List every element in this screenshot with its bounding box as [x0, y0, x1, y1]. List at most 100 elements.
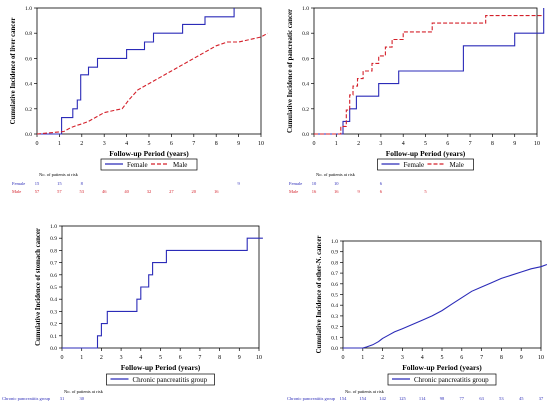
risk-count: 98: [440, 396, 445, 401]
panel-pancreatic: 0 1 2 3 4 5 6 7 8 9 10 0.0 0.2 0.4 0.6 0.8 1.0 Follow-up …: [287, 6, 545, 194]
y-tick-label: 0.3: [331, 314, 338, 320]
y-tick-label: 0.0: [25, 132, 32, 138]
x-tick-label: 7: [192, 141, 195, 147]
y-tick-label: 0.0: [50, 346, 57, 352]
series-line-chronic-pancreatitis-group: [343, 263, 548, 349]
x-tick-label: 3: [120, 355, 123, 361]
legend: Chronic pancreatitis group: [106, 373, 215, 386]
legend-label: Chronic pancreatitis group: [414, 376, 489, 384]
legend-label: Female: [404, 161, 425, 169]
y-tick-label: 0.7: [50, 261, 57, 267]
x-tick-label: 5: [148, 141, 151, 147]
x-tick-label: 3: [401, 355, 404, 361]
risk-count: 37: [539, 396, 544, 401]
y-tick-label: 0.5: [331, 293, 338, 299]
risk-row-label: Male: [12, 189, 21, 194]
y-tick-label: 0.8: [331, 260, 338, 266]
risk-count: 30: [79, 396, 84, 401]
risk-count: 40: [124, 189, 129, 194]
x-tick-label: 8: [218, 355, 221, 361]
x-tick-label: 6: [460, 355, 463, 361]
risk-count: 6: [380, 189, 383, 194]
legend: Chronic pancreatitis group: [387, 373, 497, 386]
series-line-male: [314, 15, 544, 135]
x-tick-label: 9: [513, 141, 516, 147]
y-tick-label: 0.4: [302, 82, 309, 88]
x-tick-label: 6: [170, 141, 173, 147]
y-tick-label: 0.6: [25, 56, 32, 62]
x-axis-label: Follow-up Period (years): [386, 149, 466, 158]
legend: Female Male: [377, 158, 474, 171]
y-tick-label: 0.8: [302, 31, 309, 37]
x-axis-label: Follow-up Period (years): [109, 149, 189, 158]
x-tick-label: 7: [469, 141, 472, 147]
risk-count: 20: [192, 189, 197, 194]
risk-count: 142: [379, 396, 386, 401]
risk-count: 6: [380, 181, 383, 186]
y-tick-label: 0.0: [331, 346, 338, 352]
y-axis-label: Cumulative Incidence of liver cancer: [10, 18, 17, 125]
risk-count: 8: [81, 181, 84, 186]
legend-box: [100, 158, 198, 171]
legend: Female Male: [100, 158, 198, 171]
risk-count: 5: [424, 189, 427, 194]
y-tick-label: 1.0: [331, 239, 338, 245]
legend-box: [387, 373, 497, 386]
x-tick-label: 5: [441, 355, 444, 361]
x-tick-label: 6: [446, 141, 449, 147]
risk-count: 27: [169, 189, 174, 194]
y-tick-label: 0.2: [25, 107, 32, 113]
x-tick-label: 2: [357, 141, 360, 147]
x-tick-label: 1: [58, 141, 61, 147]
legend-label: Female: [127, 161, 148, 169]
x-tick-label: 9: [237, 141, 240, 147]
y-tick-label: 1.0: [25, 6, 32, 12]
risk-count: 45: [519, 396, 524, 401]
x-tick-label: 1: [361, 355, 364, 361]
x-tick-label: 1: [80, 355, 83, 361]
x-tick-label: 0: [313, 141, 316, 147]
y-tick-label: 0.4: [50, 297, 57, 303]
risk-count: 57: [35, 189, 40, 194]
y-tick-label: 0.7: [331, 271, 338, 277]
x-tick-label: 10: [534, 141, 540, 147]
risk-table-title: No. of patients at risk: [345, 389, 385, 394]
risk-count: 9: [237, 181, 240, 186]
x-tick-label: 4: [139, 355, 142, 361]
risk-count: 53: [499, 396, 504, 401]
legend-label: Chronic pancreatitis group: [133, 376, 208, 384]
y-tick-label: 0.8: [50, 248, 57, 254]
risk-count: 77: [460, 396, 465, 401]
risk-count: 114: [419, 396, 426, 401]
risk-count: 154: [359, 396, 367, 401]
risk-count: 15: [57, 181, 62, 186]
x-tick-label: 8: [500, 355, 503, 361]
risk-count: 16: [334, 189, 339, 194]
panel-stomach: 0 1 2 3 4 5 6 7 8 9 10 0.0 0.1 0.2 0.3 0.4 0.5 0.6 0.7 0.8 0…: [2, 224, 263, 401]
y-tick-label: 0.6: [50, 273, 57, 279]
risk-count: 53: [80, 189, 85, 194]
risk-count: 57: [57, 189, 62, 194]
legend-box: [377, 158, 474, 171]
y-tick-label: 0.2: [331, 325, 338, 331]
y-tick-label: 0.3: [50, 309, 57, 315]
plot-frame: [36, 7, 262, 135]
risk-table-title: No. of patients at risk: [316, 172, 356, 177]
y-axis-label: Cumulative Incidence of pancreatic cance…: [287, 9, 294, 133]
risk-count: 9: [357, 189, 360, 194]
risk-table-title: No. of patients at risk: [64, 389, 104, 394]
plot-frame: [61, 225, 260, 349]
x-tick-label: 8: [491, 141, 494, 147]
risk-row-label: Female: [12, 181, 25, 186]
x-axis-label: Follow-up Period (years): [121, 363, 201, 372]
x-tick-label: 9: [238, 355, 241, 361]
legend-label: Male: [173, 161, 187, 169]
x-axis-label: Follow-up Period (years): [402, 363, 482, 372]
series-line-chronic-pancreatitis-group: [62, 237, 263, 349]
risk-row-label: Male: [289, 189, 298, 194]
x-tick-label: 2: [100, 355, 103, 361]
x-tick-label: 5: [424, 141, 427, 147]
x-tick-label: 1: [335, 141, 338, 147]
risk-count: 154: [340, 396, 348, 401]
plot-frame: [342, 240, 542, 349]
